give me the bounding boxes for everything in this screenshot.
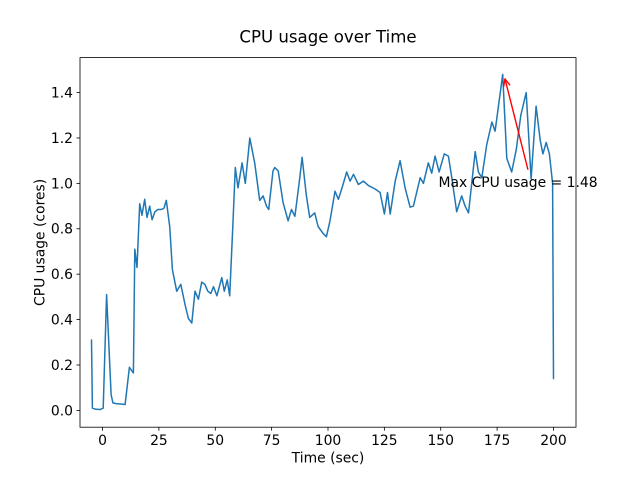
arrow-head bbox=[502, 78, 506, 88]
x-tick-label: 50 bbox=[206, 433, 224, 449]
y-tick-label: 1.4 bbox=[51, 85, 73, 101]
y-tick-label: 0.4 bbox=[51, 312, 73, 328]
x-axis-label: Time (sec) bbox=[291, 451, 365, 467]
y-tick-label: 0.0 bbox=[51, 403, 73, 419]
y-tick-label: 0.8 bbox=[51, 222, 73, 238]
annotation-arrow bbox=[502, 78, 529, 170]
y-tick-label: 1.0 bbox=[51, 176, 73, 192]
x-tick-label: 75 bbox=[263, 433, 281, 449]
cpu-usage-line bbox=[90, 73, 555, 411]
y-tick-label: 0.6 bbox=[51, 267, 73, 283]
x-tick-label: 150 bbox=[427, 433, 454, 449]
plot-border bbox=[79, 57, 577, 428]
y-tick-label: 0.2 bbox=[51, 358, 73, 374]
x-tick-label: 25 bbox=[150, 433, 168, 449]
chart-title: CPU usage over Time bbox=[239, 28, 416, 47]
plot-series bbox=[90, 73, 555, 411]
axes-frame bbox=[79, 57, 577, 428]
y-axis-ticks: 0.0 0.2 0.4 0.6 0.8 1.0 1.2 1.4 bbox=[51, 85, 80, 419]
y-axis-label: CPU usage (cores) bbox=[33, 179, 49, 306]
y-tick-label: 1.2 bbox=[51, 131, 73, 147]
annotation-text: Max CPU usage = 1.48 bbox=[438, 175, 597, 191]
x-tick-label: 100 bbox=[315, 433, 342, 449]
arrow-shaft bbox=[504, 78, 529, 170]
x-tick-label: 200 bbox=[540, 433, 567, 449]
x-tick-label: 0 bbox=[98, 433, 107, 449]
x-tick-label: 125 bbox=[371, 433, 398, 449]
x-axis-ticks: 0 25 50 75 100 125 150 175 200 bbox=[98, 427, 567, 449]
x-tick-label: 175 bbox=[484, 433, 511, 449]
arrow-head bbox=[504, 78, 511, 86]
